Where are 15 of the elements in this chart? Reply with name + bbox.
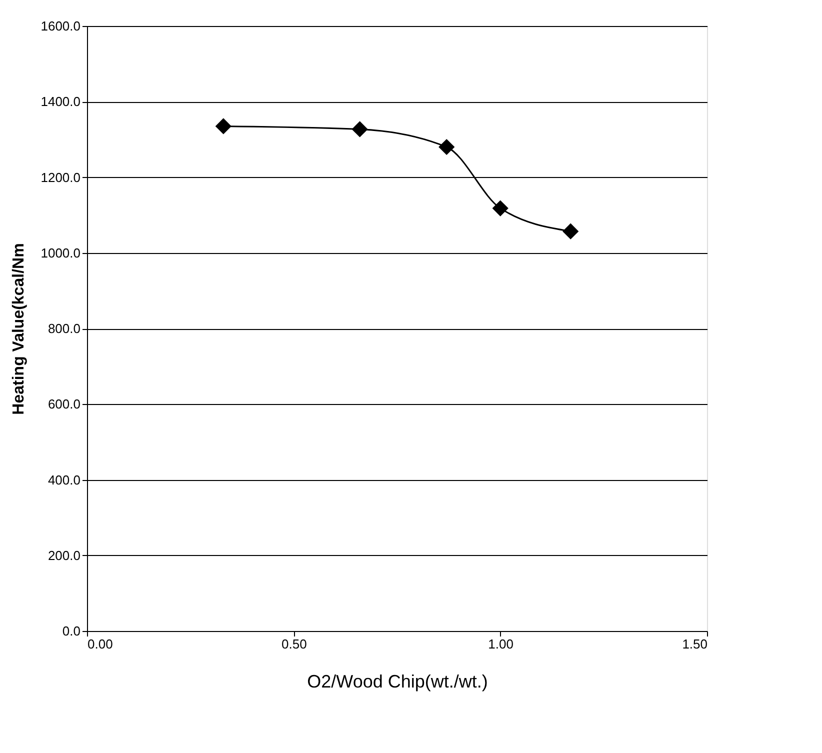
x-tick-label: 0.50: [282, 636, 307, 652]
x-axis-title: O2/Wood Chip(wt./wt.): [307, 672, 488, 692]
y-tick-label: 1000.0: [40, 245, 80, 260]
y-tick-label: 200.0: [48, 548, 80, 563]
x-tick-label: 1.50: [682, 636, 708, 652]
y-tick-label: 1400.0: [40, 94, 80, 110]
y-tick-label: 400.0: [48, 472, 80, 488]
y-axis-title: Heating Value(kcal/Nm: [10, 243, 28, 415]
x-tick-label: 1.00: [488, 636, 514, 652]
y-tick-label: 1600.0: [40, 18, 80, 34]
y-tick-label: 600.0: [48, 396, 80, 412]
y-tick-label: 0.0: [62, 624, 80, 638]
x-tick-label: 0.00: [88, 636, 113, 652]
y-tick-label: 800.0: [48, 321, 80, 336]
y-tick-label: 1200.0: [40, 170, 80, 185]
